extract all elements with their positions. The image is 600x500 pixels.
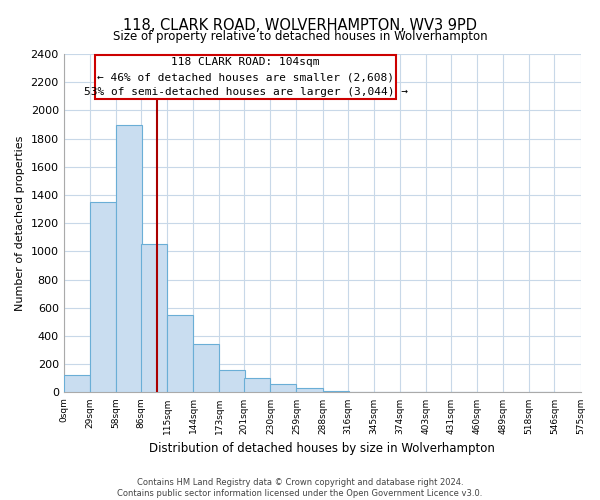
Bar bbox=[167, 315, 193, 392]
Bar bbox=[271, 384, 296, 392]
Bar bbox=[141, 244, 167, 392]
Bar bbox=[116, 124, 142, 392]
Bar bbox=[244, 378, 271, 392]
Bar bbox=[323, 391, 349, 392]
Bar bbox=[90, 202, 116, 392]
Text: Contains HM Land Registry data © Crown copyright and database right 2024.
Contai: Contains HM Land Registry data © Crown c… bbox=[118, 478, 482, 498]
X-axis label: Distribution of detached houses by size in Wolverhampton: Distribution of detached houses by size … bbox=[149, 442, 495, 455]
Y-axis label: Number of detached properties: Number of detached properties bbox=[15, 136, 25, 311]
Bar bbox=[193, 344, 219, 393]
Bar bbox=[219, 370, 245, 392]
Text: 118, CLARK ROAD, WOLVERHAMPTON, WV3 9PD: 118, CLARK ROAD, WOLVERHAMPTON, WV3 9PD bbox=[123, 18, 477, 32]
Bar bbox=[296, 388, 323, 392]
Text: 118 CLARK ROAD: 104sqm
← 46% of detached houses are smaller (2,608)
53% of semi-: 118 CLARK ROAD: 104sqm ← 46% of detached… bbox=[83, 58, 407, 97]
Bar bbox=[64, 375, 90, 392]
Text: Size of property relative to detached houses in Wolverhampton: Size of property relative to detached ho… bbox=[113, 30, 487, 43]
FancyBboxPatch shape bbox=[95, 56, 396, 99]
